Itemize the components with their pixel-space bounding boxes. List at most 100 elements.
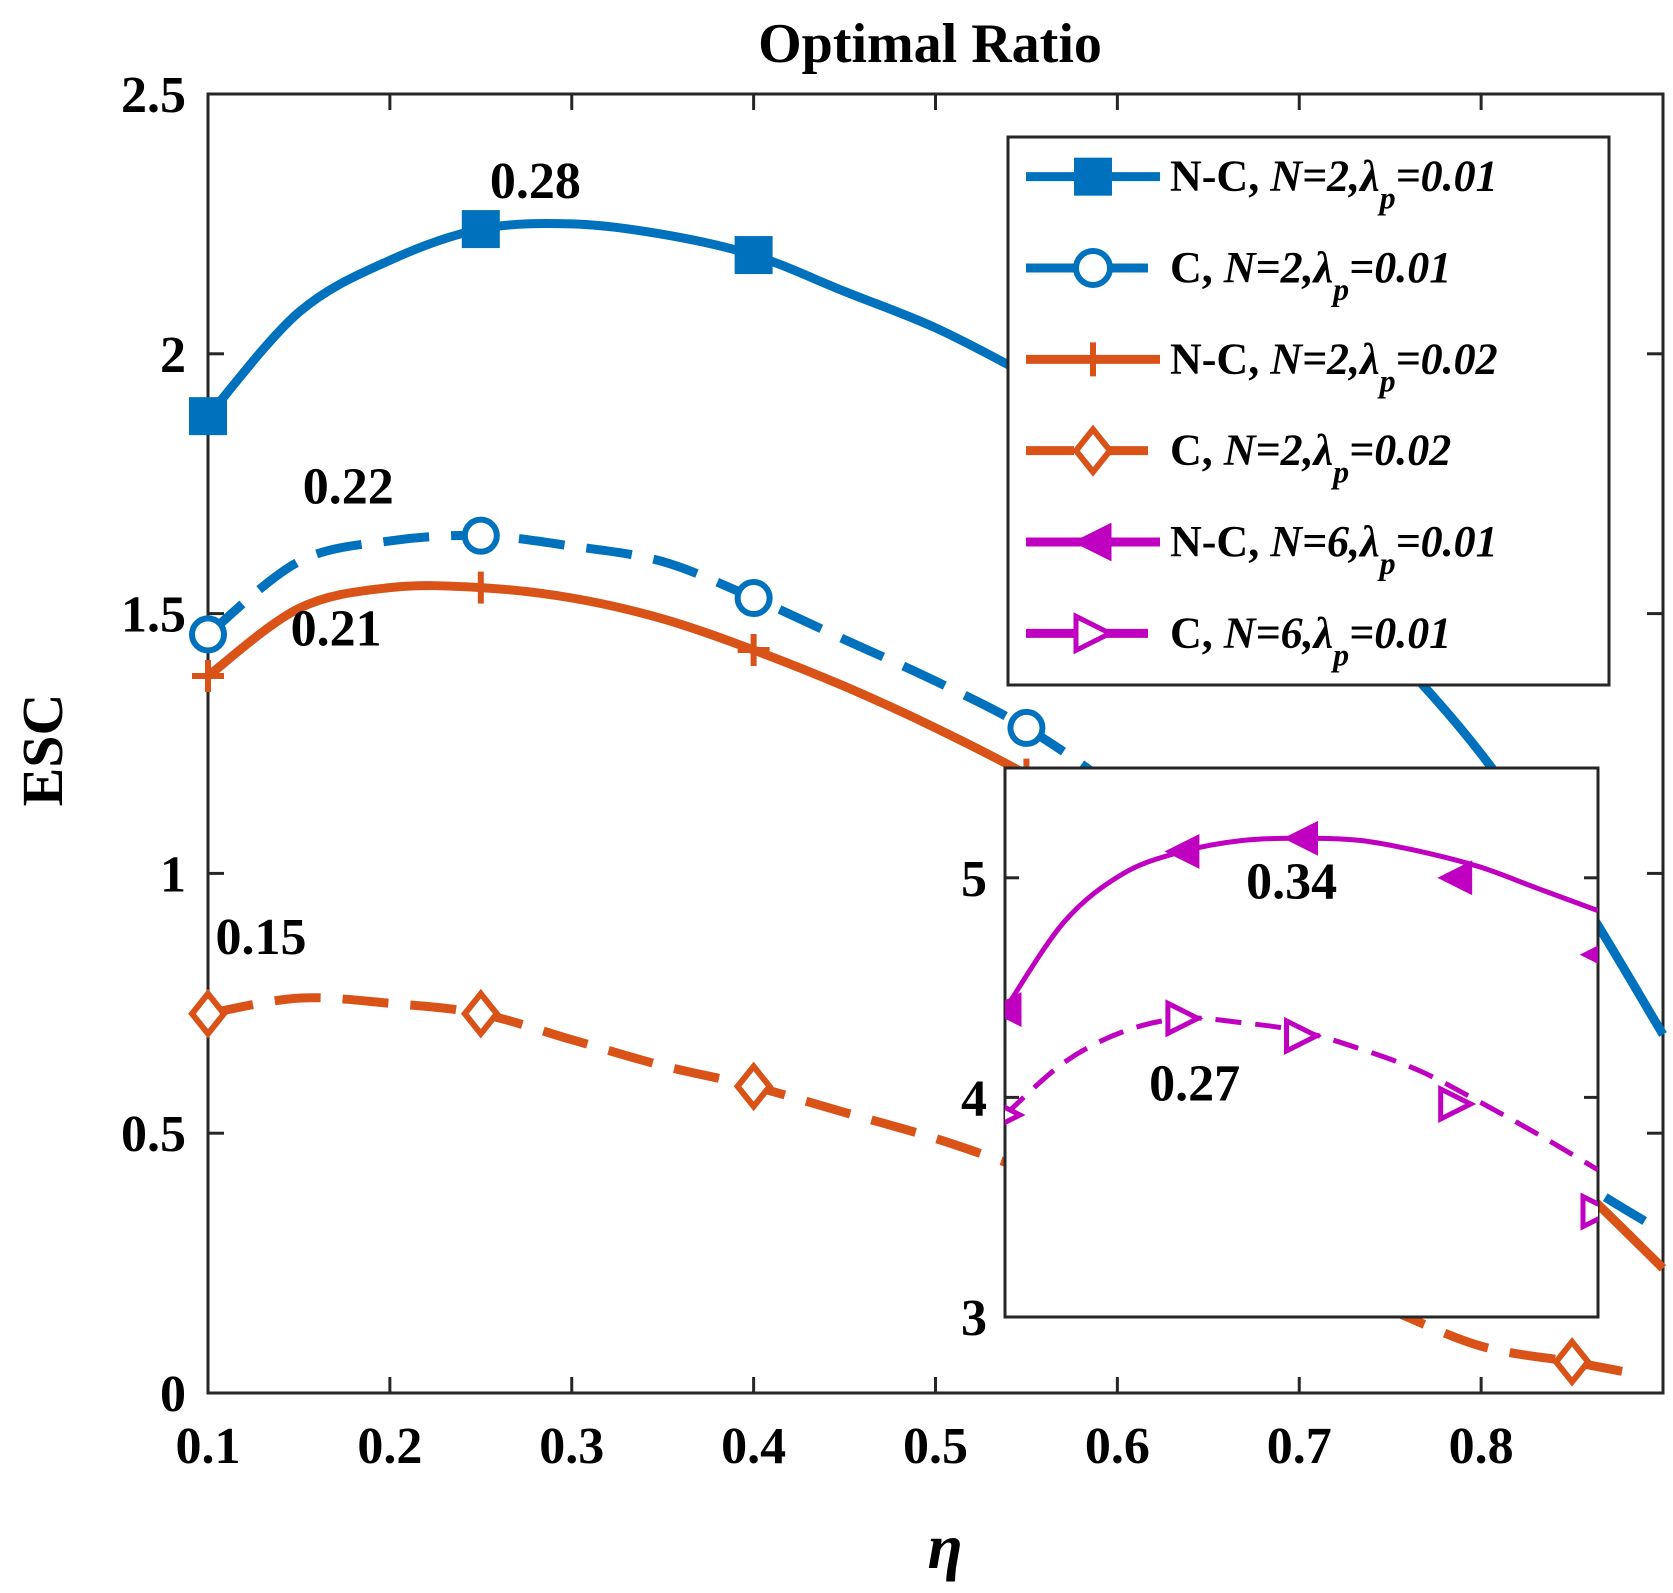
legend-prefix: N-C, <box>1170 152 1270 201</box>
legend-lambda: λ <box>1358 152 1380 201</box>
legend: N-C, N=2,λp=0.01C, N=2,λp=0.01N-C, N=2,λ… <box>1006 135 1611 687</box>
legend-lambda: λ <box>1312 608 1334 657</box>
legend-italic: N=2, <box>1223 243 1314 292</box>
inset-series-marker <box>1005 1104 1026 1126</box>
x-axis-label: η <box>927 1511 962 1582</box>
legend-sub: p <box>1377 545 1396 581</box>
annotation-label: 0.28 <box>490 153 581 210</box>
legend-suffix: =0.01 <box>1349 243 1451 292</box>
inset-series-marker <box>1580 1192 1598 1231</box>
legend-marker <box>1072 424 1114 477</box>
x-tick-label: 0.3 <box>539 1418 604 1475</box>
legend-label: N-C, N=2,λp=0.02 <box>1170 334 1498 398</box>
inset-series-marker <box>1165 999 1204 1038</box>
y-tick-label: 1.5 <box>121 587 186 644</box>
legend-sub: p <box>1330 636 1349 672</box>
legend-entry: N-C, N=2,λp=0.02 <box>1026 334 1498 398</box>
y-tick-label: 2 <box>160 327 186 384</box>
x-tick-label: 0.6 <box>1085 1418 1150 1475</box>
series-marker <box>737 633 770 666</box>
inset-plot: 3 4 5 0.34 0.27 <box>961 766 1600 1347</box>
series-marker <box>461 210 500 249</box>
inset-series-marker <box>1164 834 1200 869</box>
legend-prefix: N-C, <box>1170 334 1270 383</box>
legend-entry: C, N=6,λp=0.01 <box>1026 608 1451 672</box>
legend-marker <box>1073 248 1113 288</box>
legend-entry: C, N=2,λp=0.01 <box>1026 243 1451 307</box>
inset-y-tick-label: 3 <box>961 1290 987 1347</box>
legend-lambda: λ <box>1312 243 1334 292</box>
series-marker <box>1552 1337 1592 1387</box>
legend-entry: N-C, N=2,λp=0.01 <box>1026 152 1498 216</box>
series-marker <box>734 236 773 275</box>
inset-y-tick-label: 5 <box>961 851 987 908</box>
legend-label: C, N=2,λp=0.01 <box>1170 243 1451 307</box>
legend-suffix: =0.01 <box>1349 608 1451 657</box>
x-tick-label: 0.5 <box>903 1418 968 1475</box>
legend-sub: p <box>1377 362 1396 398</box>
inset-series-marker <box>1283 820 1318 856</box>
legend-box <box>1006 135 1611 687</box>
inset-series-marker <box>1284 1016 1323 1055</box>
legend-prefix: C, <box>1170 243 1224 292</box>
chart-title: Optimal Ratio <box>758 13 1102 75</box>
legend-suffix: =0.01 <box>1396 517 1498 566</box>
legend-marker <box>1076 342 1110 377</box>
inset-y-tick-label: 4 <box>961 1070 987 1127</box>
legend-italic: N=2, <box>1269 334 1360 383</box>
inset-series-5 <box>1005 999 1598 1231</box>
annotation-label: 0.22 <box>303 459 394 516</box>
legend-italic: N=6, <box>1269 517 1360 566</box>
series-marker <box>189 397 227 436</box>
legend-suffix: =0.01 <box>1396 152 1498 201</box>
legend-marker <box>1074 157 1112 196</box>
legend-suffix: =0.02 <box>1349 426 1451 475</box>
legend-label: C, N=6,λp=0.01 <box>1170 608 1451 672</box>
legend-prefix: C, <box>1170 426 1224 475</box>
y-axis-label: ESC <box>10 694 75 807</box>
legend-italic: N=2, <box>1269 152 1360 201</box>
legend-italic: N=6, <box>1223 608 1314 657</box>
legend-label: N-C, N=6,λp=0.01 <box>1170 517 1498 581</box>
y-tick-label: 0 <box>160 1366 186 1423</box>
legend-label: N-C, N=2,λp=0.01 <box>1170 152 1498 216</box>
series-line <box>204 218 1667 1037</box>
legend-sub: p <box>1377 180 1396 216</box>
series-marker <box>733 1061 774 1112</box>
series-marker <box>188 988 228 1039</box>
y-tick-label: 1 <box>160 846 186 903</box>
y-tick-label: 2.5 <box>121 67 186 124</box>
annotation-label: 0.21 <box>291 601 382 658</box>
legend-marker <box>1073 612 1116 655</box>
inset-series-marker <box>1579 945 1598 964</box>
inset-series-4 <box>1005 820 1598 1027</box>
inset-annotation-label: 0.27 <box>1149 1055 1240 1112</box>
series-marker <box>734 579 773 618</box>
legend-lambda: λ <box>1358 517 1380 566</box>
legend-prefix: C, <box>1170 608 1224 657</box>
series-marker <box>464 571 497 604</box>
series-marker <box>192 659 224 692</box>
x-tick-label: 0.7 <box>1267 1418 1332 1475</box>
annotation-label: 0.15 <box>215 909 306 966</box>
series-marker <box>189 615 227 654</box>
series-marker <box>460 988 501 1039</box>
inset-annotation-label: 0.34 <box>1246 853 1337 910</box>
series-marker <box>1007 708 1046 747</box>
legend-marker <box>1072 522 1112 562</box>
x-tick-label: 0.8 <box>1449 1418 1514 1475</box>
legend-suffix: =0.02 <box>1396 334 1498 383</box>
main-annotations: 0.28 0.22 0.21 0.15 <box>215 153 580 966</box>
legend-lambda: λ <box>1358 334 1380 383</box>
x-tick-label: 0.2 <box>357 1418 422 1475</box>
legend-entry: N-C, N=6,λp=0.01 <box>1026 517 1498 581</box>
x-tick-label: 0.4 <box>721 1418 786 1475</box>
legend-prefix: N-C, <box>1170 517 1270 566</box>
inset-series-marker <box>1005 992 1022 1027</box>
legend-sub: p <box>1330 454 1349 490</box>
legend-italic: N=2, <box>1223 426 1314 475</box>
x-tick-label: 0.1 <box>176 1418 241 1475</box>
legend-label: C, N=2,λp=0.02 <box>1170 426 1451 490</box>
legend-lambda: λ <box>1312 426 1334 475</box>
